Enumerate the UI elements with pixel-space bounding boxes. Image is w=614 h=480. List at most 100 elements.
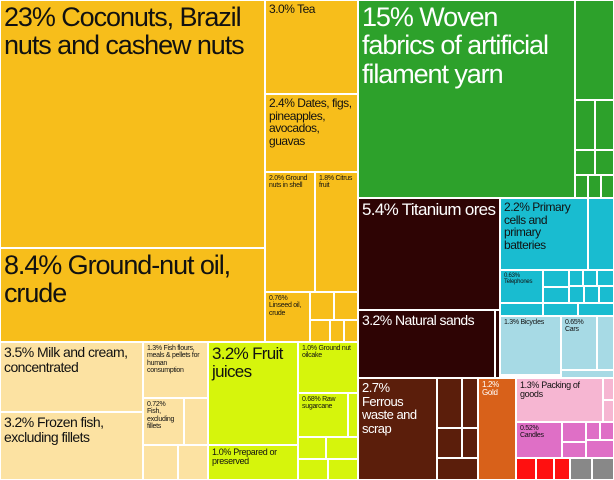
tile-label: 2.4% Dates, figs, pineapples, avocados, …: [269, 96, 352, 148]
treemap-minor-tile: [543, 287, 569, 303]
tile-label: 3.5% Milk and cream, concentrated: [4, 344, 128, 375]
tile-label: 0.72% Fish, excluding fillets: [147, 401, 175, 431]
treemap-tile-milk-and-cream-concentrated: 3.5% Milk and cream, concentrated: [0, 342, 143, 412]
treemap-tile-coconuts-brazil-nuts-and-cashew-nuts: 23% Coconuts, Brazil nuts and cashew nut…: [0, 0, 265, 248]
treemap-tile-ground-nuts-in-shell: 2.0% Ground nuts in shell: [265, 172, 315, 292]
treemap-minor-tile: [597, 316, 614, 370]
tile-label: 1.3% Fish flours, meals & pellets for hu…: [147, 345, 200, 375]
treemap-minor-tile: [578, 303, 614, 316]
treemap-tile-ground-nut-oilcake: 1.0% Ground nut oilcake: [298, 342, 358, 393]
treemap-minor-tile: [334, 292, 358, 320]
tile-label: 0.65% Cars: [565, 319, 584, 334]
treemap-minor-tile: [495, 310, 500, 378]
tile-label: 1.2% Gold: [482, 380, 499, 398]
treemap-minor-tile: [575, 150, 595, 175]
tile-label: 0.63% Telephones: [504, 273, 533, 286]
treemap-minor-tile: [310, 320, 330, 342]
treemap-minor-tile: [536, 458, 554, 480]
treemap-tile-frozen-fish-excluding-fillets: 3.2% Frozen fish, excluding fillets: [0, 412, 143, 480]
tile-label: 1.8% Citrus fruit: [319, 175, 353, 190]
treemap-minor-tile: [575, 0, 614, 100]
tile-label: 15% Woven fabrics of artificial filament…: [362, 2, 549, 89]
treemap-tile-linseed-oil-crude: 0.76% Linseed oil, crude: [265, 292, 310, 342]
treemap-minor-tile: [500, 303, 543, 316]
treemap-minor-tile: [583, 270, 597, 286]
tile-label: 8.4% Ground-nut oil, crude: [4, 250, 231, 309]
treemap-minor-tile: [569, 286, 584, 303]
treemap-minor-tile: [603, 378, 614, 400]
treemap-minor-tile: [437, 428, 462, 458]
tile-label: 3.2% Frozen fish, excluding fillets: [4, 414, 104, 445]
treemap-minor-tile: [516, 458, 536, 480]
treemap-minor-tile: [462, 428, 478, 458]
tile-label: 0.68% Raw sugarcane: [302, 396, 336, 411]
treemap-minor-tile: [592, 458, 614, 480]
tile-label: 3.2% Natural sands: [362, 312, 475, 328]
treemap-minor-tile: [310, 292, 334, 320]
treemap-minor-tile: [584, 286, 599, 303]
treemap-minor-tile: [588, 198, 614, 270]
treemap-minor-tile: [599, 286, 614, 303]
treemap-minor-tile: [543, 303, 578, 316]
treemap-tile-primary-cells-and-primary-batteries: 2.2% Primary cells and primary batteries: [500, 198, 588, 270]
treemap-minor-tile: [603, 400, 614, 422]
treemap-minor-tile: [344, 320, 358, 342]
treemap-minor-tile: [143, 445, 178, 480]
treemap-tile-ground-nut-oil-crude: 8.4% Ground-nut oil, crude: [0, 248, 265, 342]
treemap-minor-tile: [597, 270, 614, 286]
treemap-minor-tile: [437, 378, 462, 428]
treemap-minor-tile: [569, 270, 583, 286]
treemap-tile-fish-excluding-fillets: 0.72% Fish, excluding fillets: [143, 398, 184, 445]
treemap-minor-tile: [298, 437, 326, 459]
treemap-tile-ferrous-waste-and-scrap: 2.7% Ferrous waste and scrap: [358, 378, 437, 480]
tile-label: 2.2% Primary cells and primary batteries: [504, 200, 571, 252]
treemap-minor-tile: [562, 442, 586, 458]
tile-label: 1.3% Packing of goods: [520, 380, 580, 400]
treemap-tile-dates-figs-pineapples-avocados-guavas: 2.4% Dates, figs, pineapples, avocados, …: [265, 94, 358, 172]
tile-label: 23% Coconuts, Brazil nuts and cashew nut…: [4, 2, 245, 61]
treemap-minor-tile: [586, 440, 614, 458]
treemap-minor-tile: [437, 458, 478, 480]
treemap-minor-tile: [588, 175, 601, 198]
treemap-minor-tile: [462, 378, 478, 428]
tile-label: 3.2% Fruit juices: [212, 344, 283, 381]
treemap-tile-citrus-fruit: 1.8% Citrus fruit: [315, 172, 358, 292]
treemap-minor-tile: [600, 422, 614, 440]
treemap-tile-packing-of-goods: 1.3% Packing of goods: [516, 378, 603, 422]
treemap-minor-tile: [595, 150, 614, 175]
treemap-tile-gold: 1.2% Gold: [478, 378, 516, 480]
treemap-minor-tile: [543, 270, 569, 287]
treemap-tile-cars: 0.65% Cars: [561, 316, 597, 370]
treemap-tile-telephones: 0.63% Telephones: [500, 270, 543, 303]
tile-label: 1.0% Ground nut oilcake: [302, 345, 351, 360]
treemap-tile-prepared-or-preserved: 1.0% Prepared or preserved: [208, 445, 298, 480]
treemap-minor-tile: [184, 398, 208, 445]
tile-label: 5.4% Titanium ores: [362, 200, 496, 219]
treemap-minor-tile: [348, 393, 358, 437]
treemap-minor-tile: [575, 100, 595, 150]
tile-label: 1.0% Prepared or preserved: [212, 447, 277, 467]
treemap-minor-tile: [586, 422, 600, 440]
treemap-tile-fruit-juices: 3.2% Fruit juices: [208, 342, 298, 445]
tile-label: 2.0% Ground nuts in shell: [269, 175, 308, 190]
treemap-minor-tile: [570, 458, 592, 480]
treemap-tile-woven-fabrics-of-artificial-filament-yarn: 15% Woven fabrics of artificial filament…: [358, 0, 575, 198]
treemap-minor-tile: [326, 437, 358, 459]
treemap-minor-tile: [328, 459, 358, 480]
tile-label: 0.76% Linseed oil, crude: [269, 295, 302, 317]
treemap-tile-titanium-ores: 5.4% Titanium ores: [358, 198, 500, 310]
tile-label: 0.52% Candles: [520, 425, 544, 440]
treemap-minor-tile: [330, 320, 344, 342]
treemap-minor-tile: [562, 422, 586, 442]
treemap-minor-tile: [554, 458, 570, 480]
treemap-tile-candles: 0.52% Candles: [516, 422, 562, 458]
treemap-tile-fish-flours-meals-pellets-for-human-consumption: 1.3% Fish flours, meals & pellets for hu…: [143, 342, 208, 398]
treemap-minor-tile: [298, 459, 328, 480]
treemap-tile-raw-sugarcane: 0.68% Raw sugarcane: [298, 393, 348, 437]
treemap-tile-natural-sands: 3.2% Natural sands: [358, 310, 495, 378]
treemap-minor-tile: [575, 175, 588, 198]
treemap-minor-tile: [178, 445, 208, 480]
treemap-minor-tile: [561, 370, 614, 378]
treemap-tile-bicycles: 1.3% Bicycles: [500, 316, 561, 375]
